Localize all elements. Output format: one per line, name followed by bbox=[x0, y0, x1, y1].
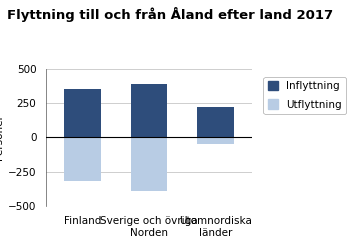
Bar bbox=[64, 137, 101, 182]
Legend: Inflyttning, Utflyttning: Inflyttning, Utflyttning bbox=[263, 77, 346, 114]
Bar bbox=[197, 137, 234, 144]
Text: Flyttning till och från Åland efter land 2017: Flyttning till och från Åland efter land… bbox=[7, 7, 333, 22]
Bar bbox=[64, 89, 101, 137]
Bar bbox=[131, 84, 167, 137]
Bar bbox=[131, 137, 167, 191]
Y-axis label: Personer: Personer bbox=[0, 114, 4, 160]
Bar bbox=[197, 107, 234, 137]
